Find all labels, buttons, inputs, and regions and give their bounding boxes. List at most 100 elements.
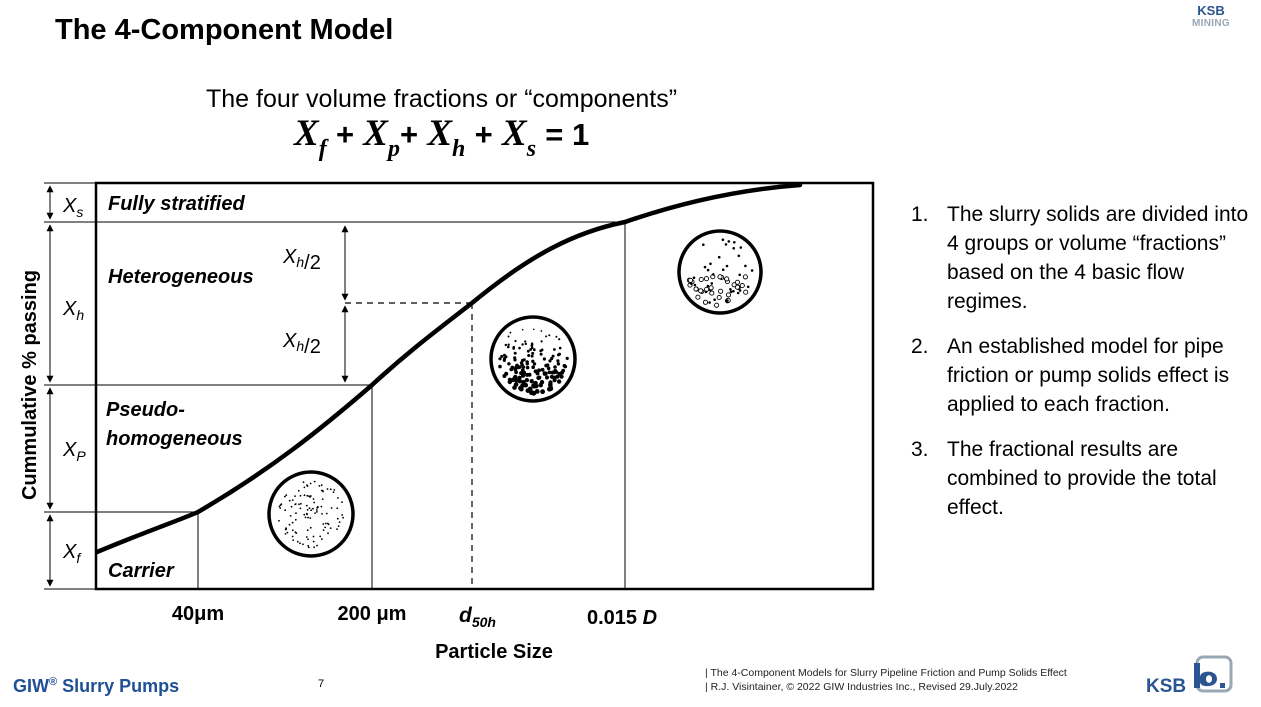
particle-dot [532,348,536,352]
formula-var: X [427,113,453,154]
particle-dot [540,340,543,343]
particle-dot [306,509,309,511]
page-number: 7 [318,678,325,690]
particle-dot [546,366,551,371]
particle-dot [521,379,526,385]
particle-dot [294,495,296,497]
particle-dot [550,356,554,361]
giw-wordmark: GIW [13,676,49,696]
xf-label: Xf [62,541,82,566]
particle-dot [306,504,308,507]
particle-dot [329,488,332,491]
particle-dot [556,359,560,363]
particle-dot [532,362,537,366]
particle-dot [297,489,300,492]
particle-dot [309,496,311,498]
x-tick-200um: 200 μm [338,603,407,625]
mining-wordmark: MINING [1192,18,1230,29]
slurry-pumps-wordmark: Slurry Pumps [57,676,180,696]
region-label-carrier: Carrier [108,560,175,582]
particle-dot [724,243,728,246]
particle-dot [305,536,308,538]
particle-dot [531,383,536,388]
particle-dot [295,512,297,515]
pipe-stratified-icon [677,229,763,315]
particle-dot [325,512,328,515]
particle-dot [734,279,741,285]
fractions-formula: Xf + Xp+ Xh + Xs = 1 [294,112,589,163]
list-item: 3. The fractional results are combined to… [900,435,1250,522]
particle-dot [285,527,287,530]
particle-dot [342,516,344,519]
particle-dot [733,241,736,244]
particle-dot [729,290,733,294]
particle-dot [322,529,325,531]
particle-dot [320,484,323,487]
explanation-list: 1. The slurry solids are divided into 4 g… [900,200,1250,538]
giw-brand: GIW® Slurry Pumps [13,676,179,697]
particle-dot [692,276,696,280]
particle-dot [498,357,502,361]
particle-dot [704,290,708,294]
footer-note-line2: | R.J. Visintainer, © 2022 GIW Industrie… [705,681,1018,693]
particle-dot [309,482,312,485]
particle-dot [289,515,292,517]
particle-dot [322,523,325,525]
particle-dot [732,247,735,250]
particle-dot [553,365,557,369]
particle-dot [737,254,741,258]
particle-dot [321,538,323,540]
particle-dot [321,498,324,500]
particle-dot [316,511,318,513]
particle-dot [521,365,526,369]
formula-sub: f [318,136,327,162]
particle-dot [531,343,534,346]
particle-dot [517,375,522,380]
particle-dot [302,543,304,546]
particle-dot [743,289,749,295]
particle-dot [326,488,329,490]
particle-dot [278,505,281,508]
particle-dot [706,284,710,288]
list-text: The fractional results are combined to p… [947,438,1217,519]
particle-dot [687,277,694,283]
particle-dot [713,298,716,302]
particle-dot [514,339,517,343]
particle-dot [509,331,512,334]
particle-dot [531,359,535,363]
particle-dot [326,522,329,525]
particle-dot [531,365,535,370]
particle-dot [304,516,307,519]
y-axis-label: Cummulative % passing [19,270,41,500]
particle-dot [540,348,544,352]
particle-dot [324,522,327,525]
particle-dot [744,264,747,268]
particle-dot [731,282,737,288]
particle-dot [553,348,556,351]
particle-dot [739,282,745,289]
particle-dot [538,382,543,388]
particle-dot [742,274,748,280]
region-label-pseudo-line2: homogeneous [106,428,243,450]
particle-dot [512,376,517,381]
particle-dot [303,494,306,497]
particle-dot [524,342,527,346]
particle-dot [292,539,295,541]
particle-dot [531,351,535,355]
particle-dot [689,282,693,285]
particle-dot [708,301,711,304]
particle-dot [309,517,312,519]
particle-dot [324,526,326,529]
particle-dot [512,385,517,390]
particle-dot [551,354,555,358]
particle-dot [288,523,291,526]
list-text: An established model for pipe friction o… [947,335,1230,416]
region-label-heterogeneous: Heterogeneous [108,266,254,288]
particle-dot [738,273,741,277]
list-number: 1. [911,203,929,226]
particle-dot [529,379,534,384]
particle-dot [509,367,514,372]
x-tick-0015d: 0.015 D [587,607,657,629]
particle-dot [698,288,704,294]
xs-label: Xs [62,195,83,220]
